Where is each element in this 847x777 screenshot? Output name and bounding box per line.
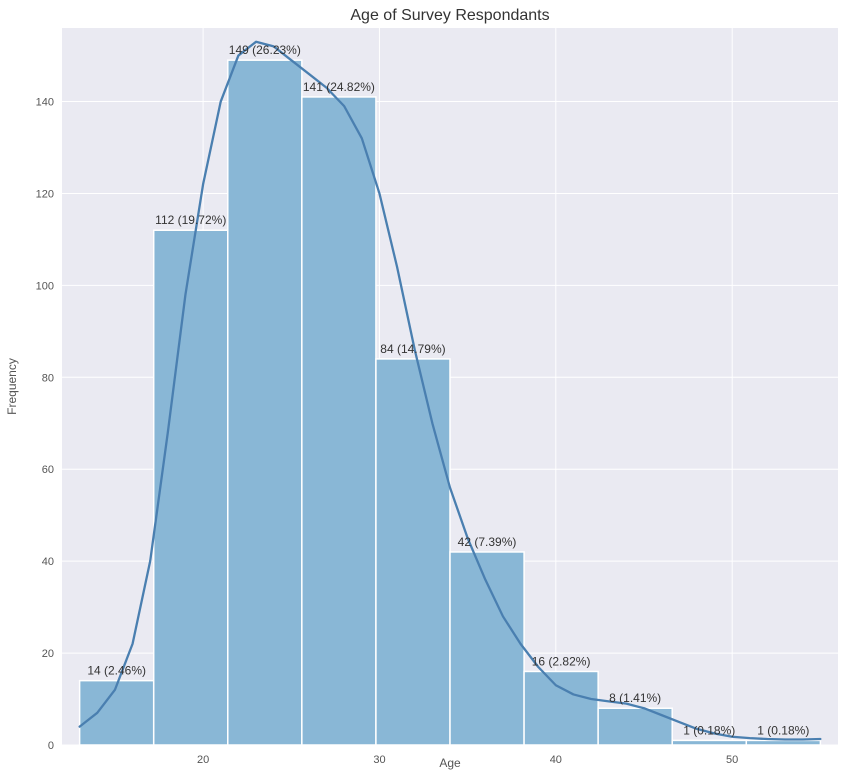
y-tick-label: 100	[36, 280, 54, 292]
y-tick-label: 120	[36, 188, 54, 200]
bar-label: 84 (14.79%)	[380, 342, 445, 356]
y-tick-label: 80	[42, 372, 54, 384]
bar-label: 149 (26.23%)	[229, 43, 301, 57]
bar-label: 1 (0.18%)	[757, 723, 809, 737]
chart-svg: 14 (2.46%) 112 (19.72%) 149 (26.23%) 141 (2…	[0, 0, 847, 777]
y-axis-label: Frequency	[5, 358, 19, 415]
bar-label: 141 (24.82%)	[303, 80, 375, 94]
histogram-bar	[154, 230, 228, 745]
histogram-bar	[376, 359, 450, 745]
histogram-bar	[524, 671, 598, 745]
histogram-bar	[228, 60, 302, 745]
y-tick-label: 40	[42, 556, 54, 568]
x-tick-label: 50	[726, 754, 738, 766]
histogram-bar	[302, 97, 376, 745]
histogram-bar	[80, 681, 154, 745]
histogram-bar	[672, 740, 746, 745]
bar-label: 42 (7.39%)	[458, 535, 517, 549]
y-tick-label: 60	[42, 464, 54, 476]
chart-title: Age of Survey Respondants	[350, 7, 549, 24]
x-tick-label: 30	[373, 754, 385, 766]
bar-label: 1 (0.18%)	[683, 723, 735, 737]
bar-label: 14 (2.46%)	[87, 664, 146, 678]
y-tick-label: 20	[42, 648, 54, 660]
x-tick-label: 40	[550, 754, 562, 766]
bar-label: 16 (2.82%)	[532, 654, 591, 668]
histogram-chart: 14 (2.46%) 112 (19.72%) 149 (26.23%) 141 (2…	[0, 0, 847, 777]
bar-label: 8 (1.41%)	[609, 691, 661, 705]
y-tick-label: 140	[36, 97, 54, 109]
bar-label: 112 (19.72%)	[155, 213, 226, 227]
y-tick-label: 0	[48, 740, 54, 752]
x-tick-label: 20	[197, 754, 209, 766]
x-axis-label: Age	[439, 756, 461, 770]
histogram-bar	[746, 740, 820, 745]
